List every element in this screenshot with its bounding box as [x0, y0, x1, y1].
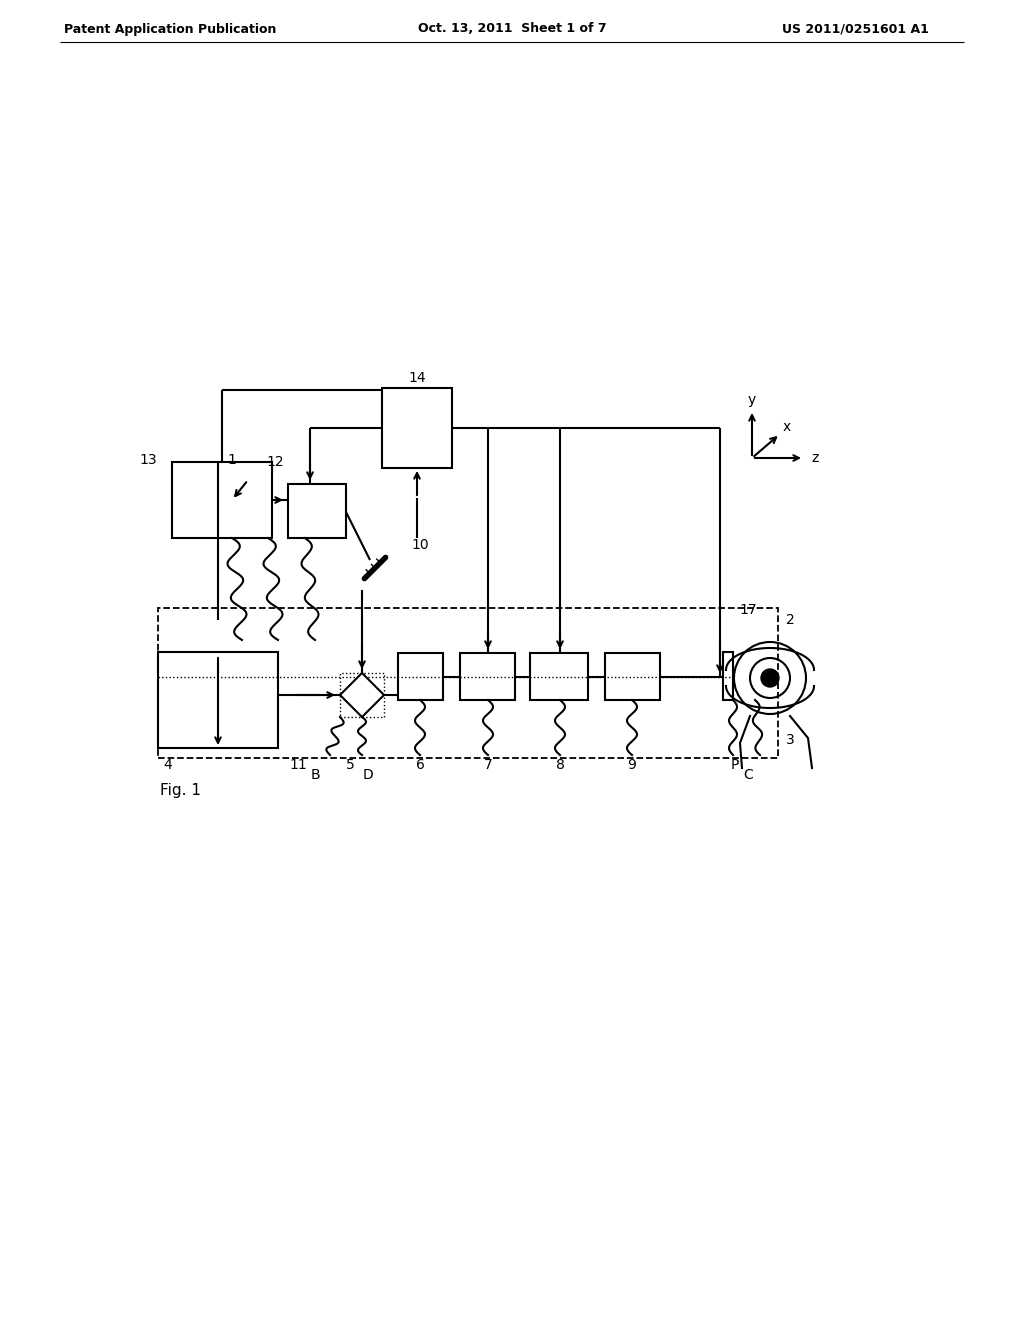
Text: US 2011/0251601 A1: US 2011/0251601 A1	[781, 22, 929, 36]
Text: x: x	[783, 420, 792, 434]
Text: C: C	[743, 768, 753, 781]
FancyBboxPatch shape	[723, 652, 733, 700]
FancyBboxPatch shape	[172, 462, 272, 539]
Text: 14: 14	[409, 371, 426, 385]
Text: 7: 7	[483, 758, 493, 772]
Text: y: y	[748, 393, 756, 407]
Text: 1: 1	[227, 453, 237, 467]
Text: 2: 2	[785, 612, 795, 627]
FancyBboxPatch shape	[605, 653, 660, 700]
Text: 6: 6	[416, 758, 424, 772]
Text: P: P	[731, 758, 739, 772]
Text: D: D	[362, 768, 374, 781]
Text: 3: 3	[785, 733, 795, 747]
Text: Fig. 1: Fig. 1	[160, 783, 201, 797]
Text: Oct. 13, 2011  Sheet 1 of 7: Oct. 13, 2011 Sheet 1 of 7	[418, 22, 606, 36]
Text: B: B	[310, 768, 319, 781]
FancyBboxPatch shape	[460, 653, 515, 700]
Text: Patent Application Publication: Patent Application Publication	[63, 22, 276, 36]
Text: 11: 11	[289, 758, 307, 772]
FancyBboxPatch shape	[530, 653, 588, 700]
Text: 17: 17	[739, 603, 757, 616]
FancyBboxPatch shape	[288, 484, 346, 539]
Text: 13: 13	[139, 453, 157, 467]
FancyBboxPatch shape	[158, 652, 278, 748]
Text: 9: 9	[628, 758, 637, 772]
Text: 5: 5	[346, 758, 354, 772]
Polygon shape	[340, 673, 384, 717]
Text: 4: 4	[164, 758, 172, 772]
Text: 10: 10	[412, 539, 429, 552]
Circle shape	[761, 669, 779, 686]
Text: 12: 12	[266, 455, 284, 469]
FancyBboxPatch shape	[398, 653, 443, 700]
FancyBboxPatch shape	[382, 388, 452, 469]
Text: z: z	[811, 451, 818, 465]
Text: 8: 8	[556, 758, 564, 772]
